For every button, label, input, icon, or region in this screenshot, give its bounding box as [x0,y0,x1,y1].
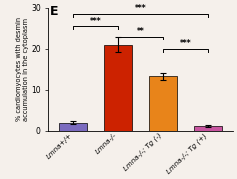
Text: **: ** [137,27,145,36]
Y-axis label: % cardiomyocytes with desmin
accumulation in the cytoplasm: % cardiomyocytes with desmin accumulatio… [16,17,29,121]
Text: E: E [50,5,58,18]
Text: ***: *** [90,17,101,26]
Text: ***: *** [135,4,146,13]
Bar [149,76,177,131]
Bar [194,126,222,131]
Text: ***: *** [180,39,191,48]
Bar [59,123,87,131]
Bar [104,45,132,131]
